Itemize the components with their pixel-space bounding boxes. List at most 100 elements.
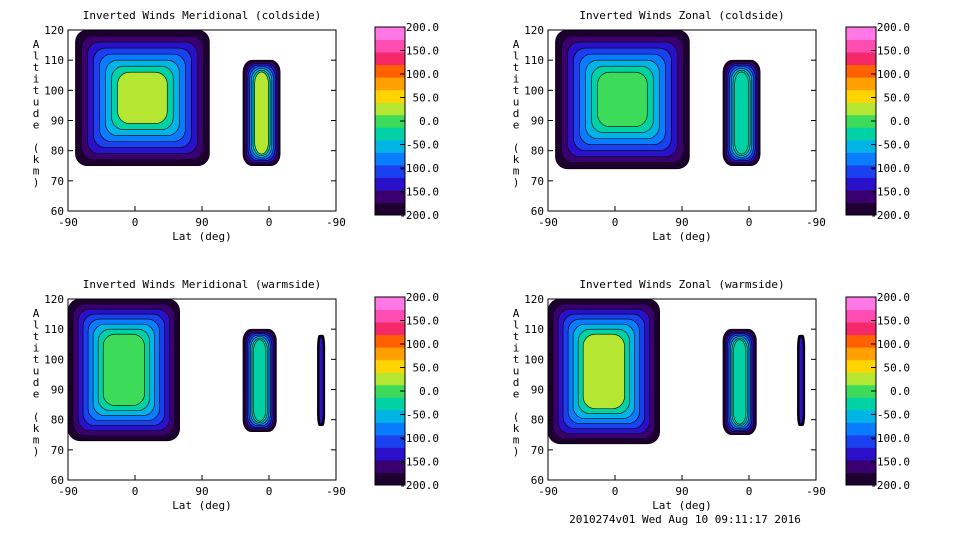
colorbar-swatch: [375, 322, 405, 336]
y-axis-label-char: k: [513, 153, 520, 166]
contour-band: [117, 71, 168, 124]
colorbar-tick-label: 0.0: [419, 385, 439, 398]
y-tick-label: 110: [44, 323, 64, 336]
colorbar-tick-label: -150.0: [399, 186, 439, 199]
colorbar-swatch: [846, 177, 876, 191]
contour-region-3: [797, 334, 806, 427]
colorbar-swatch: [375, 102, 405, 116]
colorbar-tick-label: 50.0: [884, 362, 911, 375]
contour-region-2: [242, 59, 281, 167]
y-axis-label-char: d: [513, 376, 520, 389]
y-axis-label-char: t: [33, 84, 40, 97]
contour-band: [253, 339, 267, 422]
colorbar-swatch: [375, 422, 405, 436]
colorbar: 200.0 150.0 100.0 50.0 0.0 -50.0 -100.0 -150.0 -…: [845, 291, 911, 492]
y-tick-label: 90: [51, 115, 64, 128]
y-axis-label-char: k: [33, 422, 40, 435]
chart-panel-3: Inverted Winds Meridional (warmside) 60 70…: [33, 278, 439, 512]
colorbar-swatch: [375, 434, 405, 448]
y-axis-label-char: l: [33, 319, 40, 332]
contour-region-1: [75, 29, 210, 167]
colorbar-swatch: [846, 309, 876, 323]
colorbar-tick-label: 150.0: [406, 45, 439, 58]
y-axis-label-char: l: [513, 50, 520, 63]
colorbar-tick-label: 100.0: [877, 338, 910, 351]
chart-title: Inverted Winds Zonal (warmside): [579, 278, 784, 291]
y-axis-label-char: d: [33, 107, 40, 120]
contour-band: [318, 336, 324, 425]
x-tick-label: 90: [675, 216, 688, 229]
y-axis-label-char: A: [513, 307, 520, 320]
x-tick-label: -90: [538, 485, 558, 498]
colorbar-tick-label: 0.0: [419, 115, 439, 128]
chart-panel-4: Inverted Winds Zonal (warmside) 60 70 80 90 1…: [513, 278, 910, 512]
y-tick-label: 60: [531, 474, 544, 487]
contour-band: [597, 71, 648, 127]
colorbar-tick-label: 100.0: [406, 338, 439, 351]
colorbar-swatch: [375, 359, 405, 373]
footer-timestamp: 2010274v01 Wed Aug 10 09:11:17 2016: [569, 513, 801, 526]
y-tick-label: 110: [524, 323, 544, 336]
x-tick-label: 90: [675, 485, 688, 498]
colorbar-swatch: [375, 459, 405, 473]
y-tick-label: 120: [524, 293, 544, 306]
y-tick-label: 100: [44, 353, 64, 366]
y-axis-label-char: d: [513, 107, 520, 120]
contour-region-1: [547, 298, 660, 445]
colorbar-swatch: [375, 334, 405, 348]
colorbar-tick-label: 200.0: [406, 291, 439, 304]
colorbar-swatch: [375, 127, 405, 141]
x-tick-label: -90: [58, 216, 78, 229]
y-axis-label-char: A: [513, 38, 520, 51]
colorbar-swatch: [375, 297, 405, 311]
colorbar-tick-label: -150.0: [870, 186, 910, 199]
chart-panel-1: Inverted Winds Meridional (coldside) 60 70…: [33, 9, 439, 243]
colorbar-swatch: [375, 39, 405, 53]
y-tick-label: 80: [51, 414, 64, 427]
y-axis-label-char: k: [33, 153, 40, 166]
x-tick-label: 90: [195, 216, 208, 229]
x-tick-label: -90: [326, 216, 346, 229]
x-tick-label: 0: [132, 216, 139, 229]
colorbar-swatch: [375, 409, 405, 423]
colorbar-swatch: [375, 77, 405, 91]
colorbar-swatch: [846, 152, 876, 166]
x-tick-label: 0: [746, 216, 753, 229]
colorbar-tick-label: -50.0: [406, 409, 439, 422]
y-axis-label-char: t: [33, 353, 40, 366]
y-axis-label-char: i: [513, 73, 520, 86]
y-axis-label-char: m: [513, 165, 520, 178]
y-axis-label-char: t: [513, 330, 520, 343]
colorbar-swatch: [375, 202, 405, 216]
y-tick-label: 70: [531, 444, 544, 457]
colorbar-swatch: [846, 189, 876, 203]
colorbar-tick-label: -100.0: [399, 162, 439, 175]
colorbar-swatch: [375, 347, 405, 361]
colorbar-tick-label: 150.0: [406, 315, 439, 328]
contour-band: [734, 71, 749, 155]
colorbar-tick-label: -50.0: [877, 409, 910, 422]
colorbar-swatch: [846, 384, 876, 398]
colorbar-swatch: [846, 359, 876, 373]
colorbar-tick-label: 150.0: [877, 45, 910, 58]
chart-title: Inverted Winds Meridional (warmside): [83, 278, 321, 291]
colorbar-swatch: [846, 447, 876, 461]
colorbar-tick-label: 200.0: [406, 21, 439, 34]
chart-panel-2: Inverted Winds Zonal (coldside) 60 70 80 90 1…: [513, 9, 910, 243]
y-tick-label: 120: [44, 24, 64, 37]
colorbar-swatch: [846, 422, 876, 436]
y-axis-label-char: ): [33, 176, 40, 189]
y-axis-label-char: ): [513, 176, 520, 189]
y-tick-label: 120: [524, 24, 544, 37]
x-tick-label: 0: [612, 485, 619, 498]
colorbar-tick-label: -100.0: [870, 162, 910, 175]
colorbar-swatch: [375, 372, 405, 386]
colorbar-tick-label: 100.0: [406, 68, 439, 81]
colorbar-swatch: [375, 27, 405, 41]
colorbar-tick-label: -50.0: [877, 139, 910, 152]
colorbar-swatch: [375, 177, 405, 191]
colorbar-swatch: [375, 52, 405, 66]
colorbar-tick-label: 50.0: [884, 92, 911, 105]
